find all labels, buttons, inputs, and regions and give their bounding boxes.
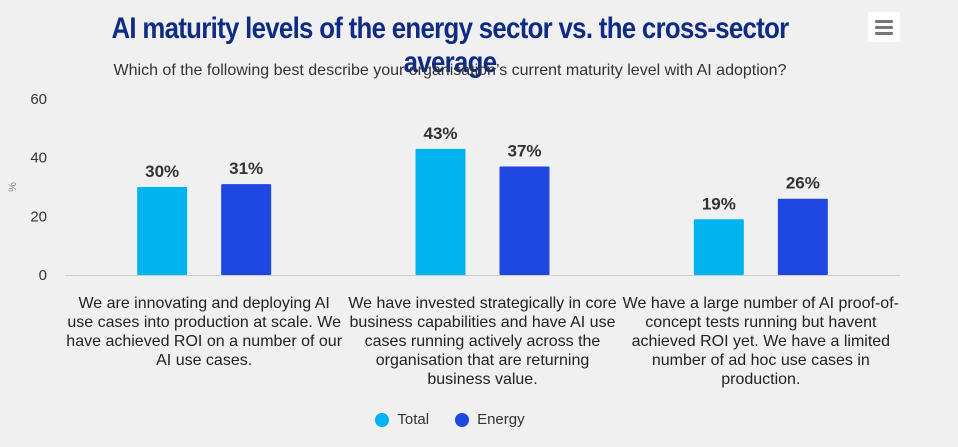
y-tick-label: 20 <box>30 208 47 225</box>
y-axis-label: % <box>7 182 19 192</box>
bar-total <box>137 187 188 275</box>
bar-total <box>693 219 744 275</box>
legend-label-energy: Energy <box>477 411 525 428</box>
x-tick-label: We have invested strategically in core b… <box>348 295 617 388</box>
x-tick-label: We are innovating and deploying AI use c… <box>66 295 343 369</box>
data-label: 37% <box>507 141 541 160</box>
bar-energy <box>221 184 272 275</box>
chart-subtitle: Which of the following best describe you… <box>113 62 787 79</box>
data-label: 31% <box>229 159 263 178</box>
bar-energy <box>777 198 828 275</box>
data-label: 26% <box>786 174 820 193</box>
legend-dot-total <box>375 412 390 427</box>
bar-total <box>415 148 466 275</box>
data-label: 30% <box>145 162 179 181</box>
bar-energy <box>499 166 550 275</box>
x-tick-label: We have a large number of AI proof-of-co… <box>622 295 899 388</box>
menu-icon[interactable] <box>868 12 900 42</box>
data-label: 43% <box>423 124 457 143</box>
legend-dot-energy <box>455 412 470 427</box>
legend: Total Energy <box>0 411 900 428</box>
data-label: 19% <box>702 194 736 213</box>
y-tick-label: 60 <box>30 91 47 108</box>
legend-label-total: Total <box>397 411 430 428</box>
legend-item-energy[interactable]: Energy <box>455 411 525 428</box>
y-tick-label: 40 <box>30 150 47 167</box>
legend-item-total[interactable]: Total <box>375 411 429 428</box>
chart-title: AI maturity levels of the energy sector … <box>111 12 789 79</box>
y-tick-label: 0 <box>39 267 47 284</box>
